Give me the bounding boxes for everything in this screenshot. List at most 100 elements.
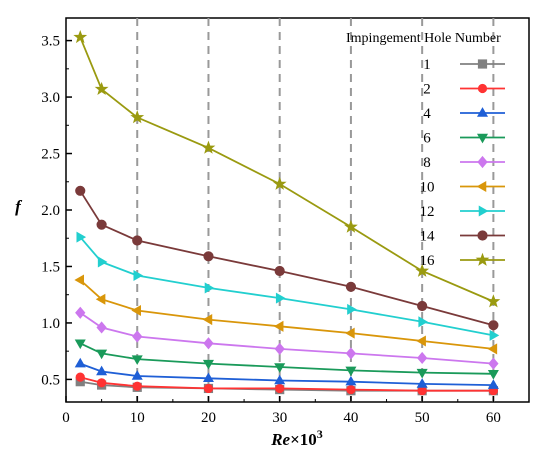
legend-item: 4 bbox=[423, 106, 505, 122]
data-point bbox=[133, 269, 144, 282]
x-tick-label: 50 bbox=[415, 410, 430, 426]
data-point bbox=[130, 110, 145, 124]
data-point bbox=[417, 386, 427, 396]
data-point bbox=[415, 263, 430, 277]
data-point bbox=[96, 219, 107, 230]
series-line bbox=[79, 236, 494, 337]
data-point bbox=[344, 219, 358, 233]
data-point bbox=[201, 140, 216, 154]
series-group bbox=[73, 29, 501, 396]
legend-item: 12 bbox=[420, 204, 505, 220]
data-point bbox=[416, 378, 428, 388]
legend-label: 12 bbox=[420, 204, 435, 220]
data-point bbox=[73, 29, 88, 44]
data-point bbox=[74, 339, 86, 350]
data-point bbox=[203, 383, 214, 394]
x-tick-label: 0 bbox=[62, 410, 70, 426]
legend-item: 16 bbox=[420, 252, 505, 269]
data-point bbox=[132, 235, 143, 246]
data-point bbox=[272, 176, 287, 190]
legend-item: 1 bbox=[423, 57, 505, 73]
data-point bbox=[275, 383, 285, 394]
data-point bbox=[488, 320, 499, 331]
x-tick-label: 40 bbox=[343, 410, 358, 426]
legend-title: Impingement Hole Number bbox=[346, 31, 501, 46]
data-point bbox=[416, 335, 426, 347]
data-point bbox=[96, 365, 108, 376]
series-8 bbox=[75, 306, 499, 370]
legend-item: 10 bbox=[420, 180, 505, 196]
data-point bbox=[203, 337, 214, 350]
x-axis-title-main: Re bbox=[270, 430, 290, 449]
data-point bbox=[487, 370, 499, 380]
data-point bbox=[345, 281, 357, 292]
data-point bbox=[132, 381, 142, 391]
x-axis-title-sup: 3 bbox=[317, 427, 323, 441]
series-line bbox=[79, 376, 494, 392]
data-point bbox=[75, 372, 85, 382]
data-point bbox=[345, 375, 357, 386]
series-4 bbox=[74, 357, 499, 389]
legend-label: 6 bbox=[423, 131, 431, 147]
data-point bbox=[202, 359, 214, 370]
legend-marker bbox=[477, 155, 488, 169]
series-6 bbox=[74, 339, 499, 380]
y-tick-label: 3.0 bbox=[41, 90, 60, 106]
series-line bbox=[79, 190, 494, 327]
data-point bbox=[97, 256, 108, 268]
legend-item: 14 bbox=[420, 229, 505, 245]
legend-label: 2 bbox=[423, 82, 431, 98]
y-tick-label: 1.5 bbox=[41, 259, 60, 275]
series-2 bbox=[75, 372, 498, 396]
data-point bbox=[202, 314, 213, 326]
data-point bbox=[132, 330, 143, 343]
legend-marker bbox=[475, 252, 490, 266]
series-14 bbox=[75, 185, 499, 331]
data-point bbox=[275, 292, 286, 304]
data-point bbox=[488, 357, 499, 370]
series-line bbox=[79, 342, 494, 375]
legend-marker bbox=[476, 107, 489, 117]
data-point bbox=[203, 251, 214, 262]
legend-marker bbox=[477, 230, 488, 241]
data-point bbox=[486, 294, 501, 308]
data-point bbox=[345, 366, 357, 377]
data-point bbox=[347, 303, 357, 315]
data-point bbox=[202, 372, 214, 383]
data-point bbox=[75, 185, 86, 196]
x-tick-label: 30 bbox=[272, 410, 287, 426]
series-line bbox=[79, 36, 494, 303]
data-point bbox=[204, 282, 215, 294]
data-point bbox=[96, 321, 107, 334]
data-point bbox=[76, 231, 87, 243]
legend-marker bbox=[478, 205, 489, 217]
vertical-gridlines bbox=[136, 18, 495, 402]
data-point bbox=[345, 347, 357, 360]
legend-item: 6 bbox=[423, 131, 505, 147]
x-tick-label: 60 bbox=[486, 410, 501, 426]
data-point bbox=[96, 349, 108, 360]
y-tick-label: 3.5 bbox=[41, 34, 60, 50]
data-point bbox=[417, 300, 428, 312]
data-point bbox=[97, 378, 107, 388]
data-point bbox=[131, 355, 143, 365]
series-line bbox=[79, 279, 494, 350]
legend-item: 2 bbox=[423, 82, 505, 98]
data-point bbox=[274, 342, 285, 355]
data-point bbox=[489, 329, 500, 341]
legend-marker bbox=[476, 133, 489, 144]
series-line bbox=[79, 362, 494, 386]
x-axis-title-suffix: ×10 bbox=[290, 430, 317, 449]
series-10 bbox=[74, 274, 498, 355]
y-axis-title: f bbox=[15, 197, 23, 216]
data-point bbox=[487, 343, 498, 355]
data-point bbox=[345, 327, 355, 339]
data-point bbox=[416, 368, 428, 379]
y-tick-label: 2.0 bbox=[41, 203, 60, 219]
y-tick-label: 0.5 bbox=[41, 372, 60, 388]
legend-marker bbox=[477, 59, 488, 69]
data-point bbox=[94, 81, 109, 96]
legend-label: 14 bbox=[420, 229, 436, 245]
